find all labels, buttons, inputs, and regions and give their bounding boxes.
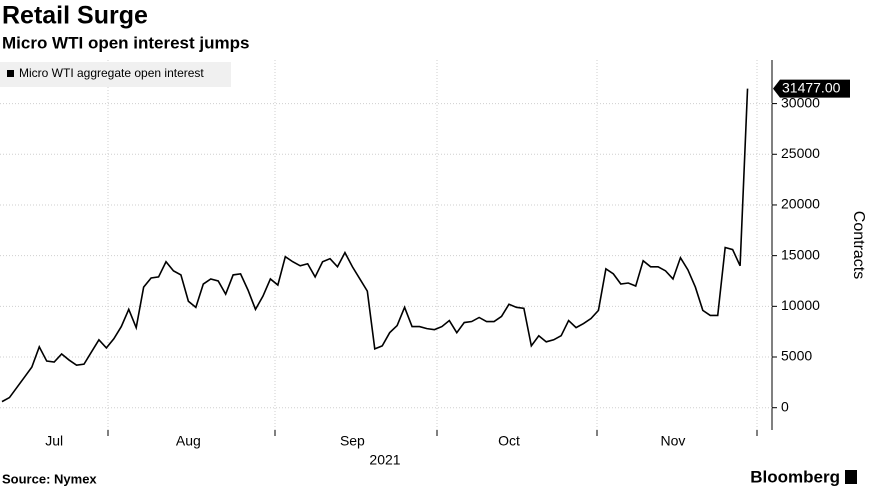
y-tick-label: 20000: [781, 196, 820, 212]
brand: Bloomberg: [750, 467, 840, 486]
y-axis-label: Contracts: [850, 211, 867, 279]
y-tick-label: 30000: [781, 94, 820, 110]
y-tick-label: 0: [781, 398, 789, 414]
legend-box: [0, 62, 231, 87]
x-tick-label: Aug: [176, 433, 201, 449]
value-label-box: [773, 79, 850, 98]
legend-label: Micro WTI aggregate open interest: [19, 66, 204, 80]
y-tick-label: 25000: [781, 145, 820, 161]
chart-subtitle: Micro WTI open interest jumps: [2, 33, 249, 52]
chart-title: Retail Surge: [2, 2, 148, 30]
x-tick-label: Oct: [498, 433, 520, 449]
y-tick-label: 5000: [781, 348, 812, 364]
vertical-grid: [107, 60, 758, 436]
x-tick-label: Sep: [340, 433, 365, 449]
brand-icon: [845, 470, 857, 484]
data-line: [1, 88, 749, 403]
value-label: 31477.00: [782, 79, 841, 95]
y-tick-label: 10000: [781, 297, 820, 313]
y-tick-label: 15000: [781, 246, 820, 262]
legend-swatch: [7, 70, 14, 77]
source: Source: Nymex: [2, 471, 97, 486]
x-axis-label: 2021: [369, 452, 400, 468]
x-tick-label: Jul: [45, 433, 63, 449]
x-tick-label: Nov: [661, 433, 686, 449]
